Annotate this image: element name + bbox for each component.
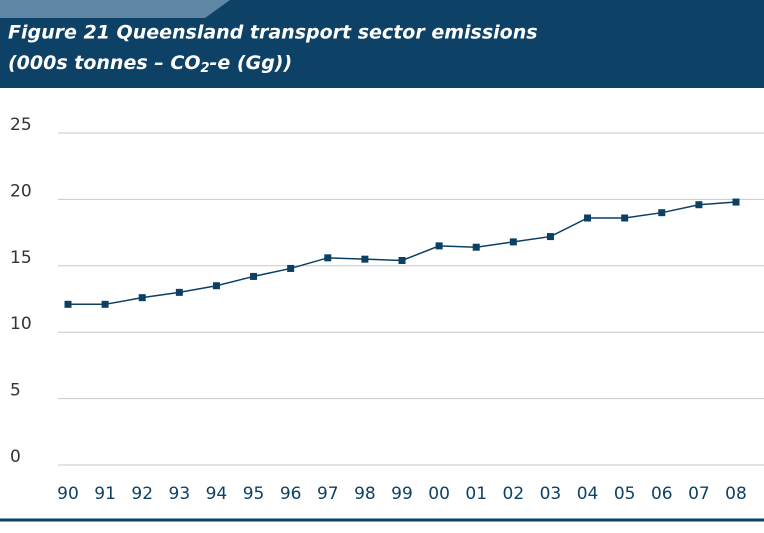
x-tick-label: 92: [131, 484, 153, 504]
x-tick-label: 94: [206, 484, 228, 504]
point-marker: [398, 256, 406, 264]
point-marker: [287, 264, 295, 272]
point-marker: [138, 294, 146, 302]
chart-subtitle: (000s tonnes – CO2-e (Gg)): [8, 52, 292, 76]
y-tick-label: 20: [10, 181, 32, 201]
series-line: [68, 201, 737, 306]
point-marker: [509, 238, 517, 246]
x-tick-label: 01: [465, 484, 487, 504]
subtitle-subscript: 2: [200, 61, 209, 76]
y-tick-label: 0: [10, 447, 21, 467]
y-tick-label: 25: [10, 115, 32, 135]
point-marker: [732, 198, 740, 206]
x-tick-label: 91: [94, 484, 116, 504]
x-tick-label: 02: [503, 484, 525, 504]
x-tick-label: 97: [317, 484, 339, 504]
point-marker: [212, 282, 220, 290]
x-tick-label: 98: [354, 484, 376, 504]
x-tick-label: 07: [688, 484, 710, 504]
point-marker: [324, 254, 332, 262]
x-tick-label: 96: [280, 484, 302, 504]
x-tick-label: 06: [651, 484, 673, 504]
x-tick-label: 04: [577, 484, 599, 504]
point-marker: [621, 214, 629, 222]
point-marker: [546, 233, 554, 241]
x-tick-label: 08: [725, 484, 747, 504]
point-marker: [64, 300, 72, 308]
x-tick-label: 93: [169, 484, 191, 504]
point-marker: [584, 214, 592, 222]
y-tick-label: 5: [10, 381, 21, 401]
point-marker: [250, 272, 258, 280]
x-tick-label: 03: [540, 484, 562, 504]
point-marker: [435, 242, 443, 250]
chart-title: Figure 21 Queensland transport sector em…: [8, 22, 538, 44]
x-tick-label: 95: [243, 484, 265, 504]
x-tick-label: 90: [57, 484, 79, 504]
subtitle-part: -e (Gg)): [210, 52, 293, 74]
point-marker: [101, 300, 109, 308]
x-tick-label: 99: [391, 484, 413, 504]
subtitle-part: (000s tonnes – CO: [8, 52, 200, 74]
point-marker: [472, 243, 480, 251]
point-marker: [361, 255, 369, 263]
x-tick-label: 05: [614, 484, 636, 504]
header-tab: [0, 0, 230, 18]
y-tick-label: 15: [10, 248, 32, 268]
point-marker: [658, 209, 666, 217]
y-tick-label: 10: [10, 314, 32, 334]
point-marker: [175, 288, 183, 296]
x-tick-label: 00: [428, 484, 450, 504]
point-marker: [695, 201, 703, 209]
